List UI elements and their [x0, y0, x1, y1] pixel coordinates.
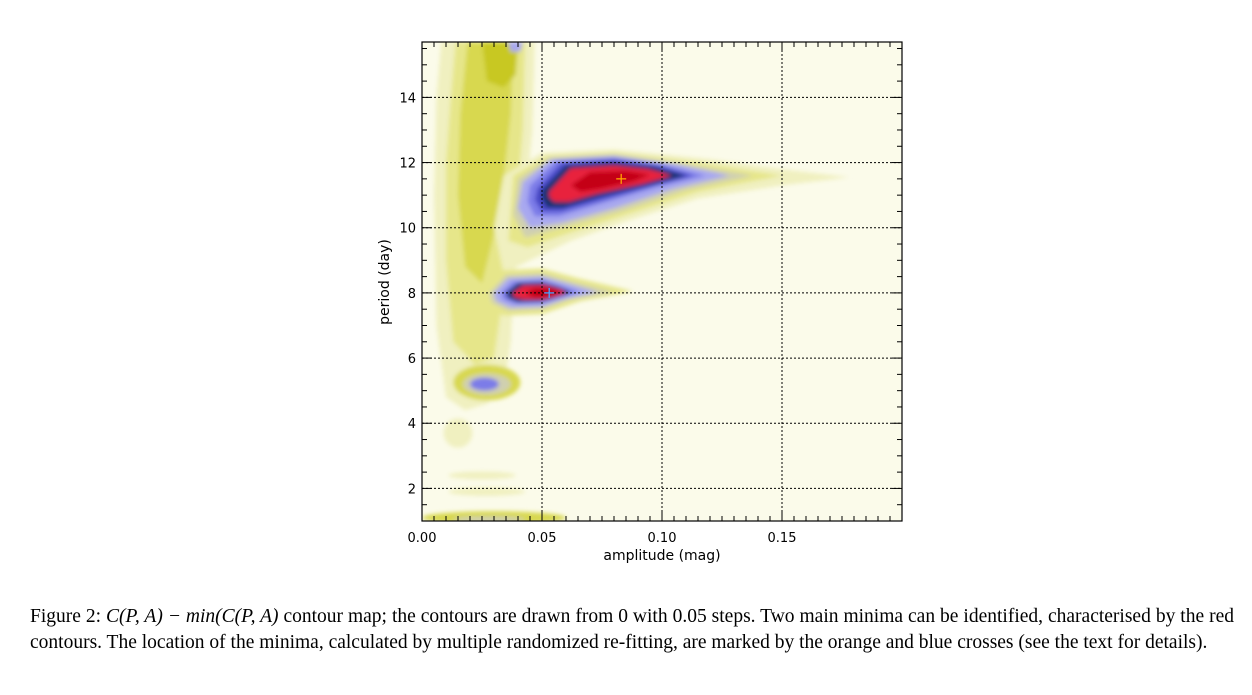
y-tick-label: 2 — [408, 482, 416, 497]
caption-formula: C(P, A) − min(C(P, A) — [106, 606, 279, 627]
contour-band — [482, 42, 518, 88]
figure-caption: Figure 2: C(P, A) − min(C(P, A) contour … — [30, 604, 1234, 656]
x-tick-label: 0.00 — [408, 531, 437, 546]
contour-band — [508, 42, 523, 52]
contour-blob — [470, 377, 499, 391]
y-axis-title: period (day) — [377, 239, 393, 325]
x-tick-label: 0.10 — [648, 531, 677, 546]
blue-cross-marker — [544, 287, 555, 298]
contour-chart: 0.00 0.05 0.10 0.15 2 4 6 8 10 12 14 amplitude (ma… — [377, 41, 903, 564]
y-tick-label: 4 — [408, 417, 416, 432]
contour-blob — [443, 418, 473, 448]
y-tick-label: 8 — [408, 287, 416, 302]
y-tick-label: 6 — [408, 352, 416, 367]
caption-prefix: Figure 2: — [30, 606, 107, 627]
contour-band — [570, 170, 650, 192]
contour-blob — [453, 516, 526, 521]
y-tick-label: 12 — [399, 157, 416, 172]
contour-blob — [448, 471, 516, 480]
x-tick-label: 0.05 — [528, 531, 557, 546]
x-axis-title: amplitude (mag) — [603, 548, 720, 564]
y-tick-label: 10 — [399, 222, 416, 237]
contour-blob — [448, 487, 526, 496]
contour-band — [458, 42, 514, 284]
caption-text: contour map; the contours are drawn from… — [30, 606, 1234, 653]
y-tick-label: 14 — [399, 91, 416, 106]
figure: 0.00 0.05 0.10 0.15 2 4 6 8 10 12 14 amplitude (ma… — [30, 41, 1234, 653]
x-tick-label: 0.15 — [768, 531, 797, 546]
orange-cross-marker — [616, 173, 627, 184]
